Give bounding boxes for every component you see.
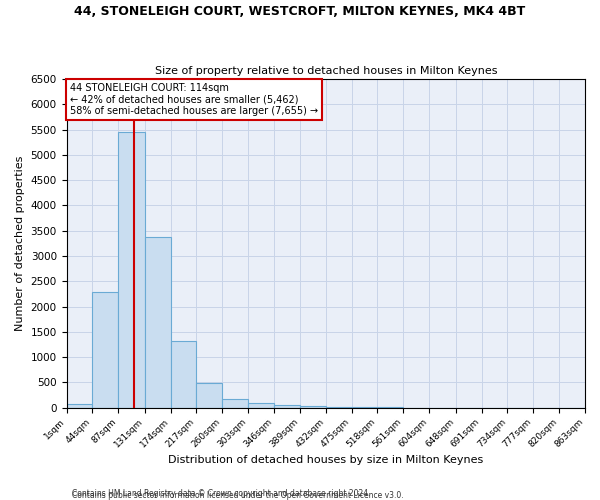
Bar: [92, 292, 118, 408]
Text: Contains public sector information licensed under the Open Government Licence v3: Contains public sector information licen…: [72, 491, 404, 500]
Bar: [326, 406, 352, 408]
Bar: [145, 237, 170, 408]
Bar: [352, 407, 377, 408]
Y-axis label: Number of detached properties: Number of detached properties: [15, 156, 25, 331]
Bar: [223, 399, 248, 407]
Bar: [248, 403, 274, 407]
Bar: [196, 384, 223, 407]
Text: Contains HM Land Registry data © Crown copyright and database right 2024.: Contains HM Land Registry data © Crown c…: [72, 488, 371, 498]
Bar: [118, 132, 145, 407]
Bar: [67, 404, 92, 407]
Text: 44, STONELEIGH COURT, WESTCROFT, MILTON KEYNES, MK4 4BT: 44, STONELEIGH COURT, WESTCROFT, MILTON …: [74, 5, 526, 18]
Text: 44 STONELEIGH COURT: 114sqm
← 42% of detached houses are smaller (5,462)
58% of : 44 STONELEIGH COURT: 114sqm ← 42% of det…: [70, 82, 317, 116]
Bar: [274, 404, 300, 407]
Bar: [300, 406, 326, 407]
X-axis label: Distribution of detached houses by size in Milton Keynes: Distribution of detached houses by size …: [168, 455, 484, 465]
Bar: [170, 342, 196, 407]
Title: Size of property relative to detached houses in Milton Keynes: Size of property relative to detached ho…: [155, 66, 497, 76]
